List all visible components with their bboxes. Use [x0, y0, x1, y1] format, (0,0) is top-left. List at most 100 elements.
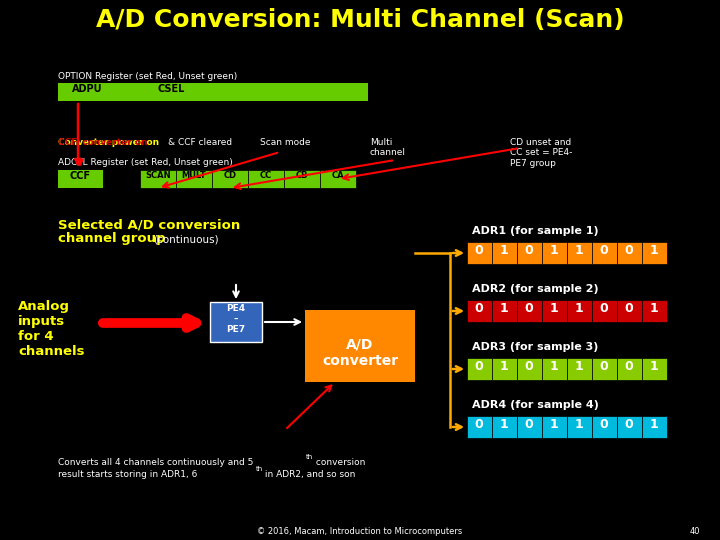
Text: 0: 0: [600, 302, 608, 315]
Bar: [248, 170, 284, 188]
Text: © 2016, Macam, Introduction to Microcomputers: © 2016, Macam, Introduction to Microcomp…: [257, 527, 463, 536]
Text: Multi
channel: Multi channel: [370, 138, 406, 157]
Text: 0: 0: [625, 302, 634, 315]
Bar: [58, 83, 368, 101]
Text: ADR4 (for sample 4): ADR4 (for sample 4): [472, 400, 599, 410]
Text: 0: 0: [625, 418, 634, 431]
Text: 1: 1: [549, 360, 559, 373]
Text: 0: 0: [474, 244, 483, 257]
Text: OPTION Register (set Red, Unset green): OPTION Register (set Red, Unset green): [58, 72, 238, 81]
Bar: [517, 242, 542, 264]
Text: 0: 0: [600, 418, 608, 431]
Bar: [617, 358, 642, 380]
Bar: [567, 242, 592, 264]
Bar: [567, 416, 592, 438]
Text: CB: CB: [296, 171, 308, 180]
Text: CD unset and
CC set = PE4-
PE7 group: CD unset and CC set = PE4- PE7 group: [510, 138, 572, 168]
Text: MULT: MULT: [181, 171, 207, 180]
Text: 0: 0: [474, 360, 483, 373]
Bar: [320, 170, 356, 188]
Text: 1: 1: [500, 244, 508, 257]
Text: 0: 0: [600, 244, 608, 257]
Text: 1: 1: [549, 244, 559, 257]
Text: th: th: [306, 454, 313, 460]
Bar: [542, 358, 567, 380]
Text: CCF, converter on: CCF, converter on: [58, 138, 148, 147]
Text: channel group: channel group: [58, 232, 170, 245]
Text: 1: 1: [575, 244, 583, 257]
Text: 0: 0: [525, 418, 534, 431]
Text: in ADR2, and so son: in ADR2, and so son: [262, 470, 356, 479]
Text: 0: 0: [625, 360, 634, 373]
Text: CD: CD: [223, 171, 237, 180]
Text: & CCF cleared: & CCF cleared: [168, 138, 232, 147]
Text: Selected A/D conversion: Selected A/D conversion: [58, 218, 240, 231]
Text: Converter power on: Converter power on: [58, 138, 159, 147]
Text: 0: 0: [525, 360, 534, 373]
Bar: [284, 170, 320, 188]
Text: 1: 1: [575, 418, 583, 431]
Bar: [642, 242, 667, 264]
Bar: [467, 242, 492, 264]
Text: 1: 1: [500, 360, 508, 373]
Text: CC: CC: [260, 171, 272, 180]
Bar: [642, 358, 667, 380]
Bar: [492, 300, 517, 322]
Bar: [467, 416, 492, 438]
Bar: [642, 416, 667, 438]
Text: ADR3 (for sample 3): ADR3 (for sample 3): [472, 342, 598, 352]
Text: ADPU: ADPU: [72, 84, 102, 94]
Text: 1: 1: [649, 302, 658, 315]
Text: A/D Conversion: Multi Channel (Scan): A/D Conversion: Multi Channel (Scan): [96, 8, 624, 32]
Bar: [517, 358, 542, 380]
Text: 1: 1: [649, 418, 658, 431]
Text: conversion: conversion: [313, 458, 365, 467]
Bar: [305, 310, 415, 382]
Text: CA: CA: [332, 171, 344, 180]
Text: 1: 1: [649, 244, 658, 257]
Bar: [592, 416, 617, 438]
Text: ADR1 (for sample 1): ADR1 (for sample 1): [472, 226, 598, 236]
Text: 40: 40: [690, 527, 700, 536]
Text: (continuous): (continuous): [153, 234, 219, 244]
Bar: [176, 170, 212, 188]
Text: CSEL: CSEL: [158, 84, 185, 94]
Bar: [592, 358, 617, 380]
Text: Analog
inputs
for 4
channels: Analog inputs for 4 channels: [18, 300, 84, 358]
Bar: [517, 300, 542, 322]
Bar: [542, 300, 567, 322]
Bar: [542, 416, 567, 438]
Text: 0: 0: [600, 360, 608, 373]
Text: th: th: [256, 466, 264, 472]
Bar: [492, 242, 517, 264]
Text: ADR2 (for sample 2): ADR2 (for sample 2): [472, 284, 598, 294]
Bar: [492, 416, 517, 438]
Text: 1: 1: [575, 302, 583, 315]
Bar: [212, 170, 248, 188]
Bar: [617, 416, 642, 438]
Bar: [210, 302, 262, 342]
Bar: [140, 170, 176, 188]
Text: SCAN: SCAN: [145, 171, 171, 180]
Text: 1: 1: [500, 418, 508, 431]
Text: Scan mode: Scan mode: [260, 138, 310, 147]
Bar: [467, 358, 492, 380]
Text: Converts all 4 channels continuously and 5: Converts all 4 channels continuously and…: [58, 458, 253, 467]
Text: 1: 1: [549, 302, 559, 315]
Bar: [617, 242, 642, 264]
Bar: [492, 358, 517, 380]
Text: 1: 1: [549, 418, 559, 431]
Bar: [617, 300, 642, 322]
Text: 0: 0: [525, 302, 534, 315]
Text: ADCTL Register (set Red, Unset green): ADCTL Register (set Red, Unset green): [58, 158, 233, 167]
Bar: [517, 416, 542, 438]
Text: 0: 0: [525, 244, 534, 257]
Bar: [542, 242, 567, 264]
Bar: [592, 242, 617, 264]
Bar: [592, 300, 617, 322]
Text: 1: 1: [575, 360, 583, 373]
Text: 0: 0: [474, 302, 483, 315]
Text: A/D
converter: A/D converter: [322, 338, 398, 368]
Text: 1: 1: [500, 302, 508, 315]
Text: result starts storing in ADR1, 6: result starts storing in ADR1, 6: [58, 470, 197, 479]
